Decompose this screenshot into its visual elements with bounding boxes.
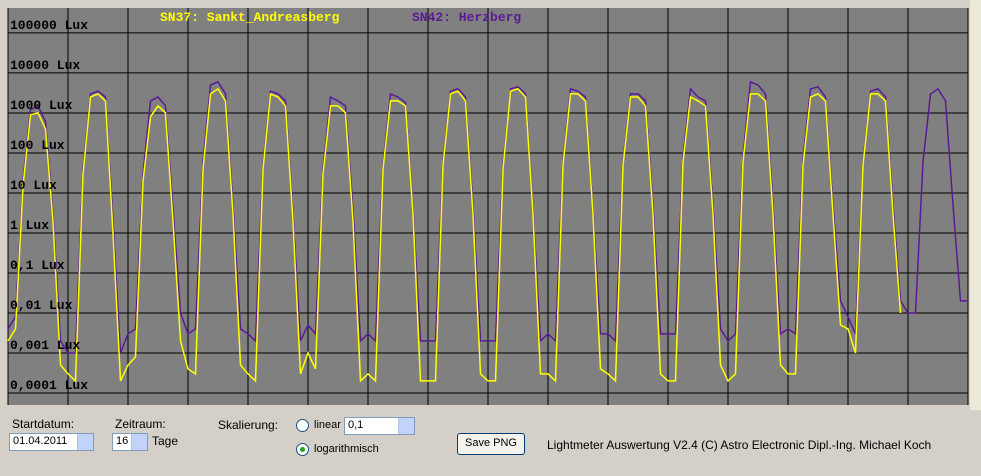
linear-select[interactable]: 0,1: [344, 417, 415, 435]
y-tick-label: 0,01 Lux: [10, 298, 73, 313]
side-strip: [970, 0, 981, 410]
scale-label: Skalierung:: [218, 418, 279, 432]
y-tick-label: 1 Lux: [10, 218, 49, 233]
radio-dot: [300, 447, 305, 452]
save-png-button[interactable]: Save PNG: [457, 433, 525, 455]
linear-radio[interactable]: [296, 419, 309, 432]
y-tick-label: 10 Lux: [10, 178, 57, 193]
y-tick-label: 10000 Lux: [10, 58, 80, 73]
series-line: [7, 87, 902, 383]
legend-entry: SN42: Herzberg: [412, 10, 521, 25]
period-value: 16: [116, 435, 129, 447]
y-tick-label: 0,0001 Lux: [10, 378, 88, 393]
y-tick-label: 100 Lux: [10, 138, 65, 153]
start-date-select[interactable]: 01.04.2011: [9, 433, 94, 451]
start-label: Startdatum:: [12, 417, 75, 431]
period-label: Zeitraum:: [115, 417, 166, 431]
y-tick-label: 0,001 Lux: [10, 338, 80, 353]
legend-entry: SN37: Sankt_Andreasberg: [160, 10, 340, 25]
y-tick-label: 0,1 Lux: [10, 258, 65, 273]
spin-buttons[interactable]: [131, 434, 147, 450]
start-date-value: 01.04.2011: [13, 435, 68, 447]
log-radio[interactable]: [296, 443, 309, 456]
credits: Lightmeter Auswertung V2.4 (C) Astro Ele…: [547, 438, 932, 452]
period-spinner[interactable]: 16: [112, 433, 148, 451]
dropdown-arrow[interactable]: [77, 434, 93, 450]
chart: 100000 Lux 10000 Lux 1000 Lux 100 Lux 10 Lux…: [7, 0, 981, 410]
dropdown-arrow[interactable]: [398, 418, 414, 434]
y-tick-label: 100000 Lux: [10, 18, 88, 33]
log-label: logarithmisch: [314, 443, 379, 455]
period-unit: Tage: [152, 434, 179, 448]
linear-label: linear: [314, 419, 341, 431]
linear-value: 0,1: [348, 419, 364, 431]
y-tick-label: 1000 Lux: [10, 98, 73, 113]
